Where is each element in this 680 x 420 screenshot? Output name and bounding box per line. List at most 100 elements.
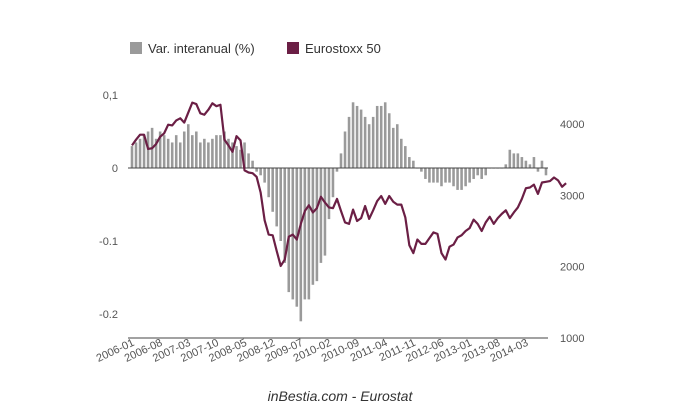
bar: [263, 168, 266, 183]
bar: [186, 124, 190, 168]
bar: [412, 160, 415, 168]
bar: [408, 157, 411, 168]
bar: [351, 102, 355, 168]
bar: [456, 168, 459, 190]
bar: [404, 146, 407, 168]
y-left-tick-label: -0.2: [99, 309, 118, 321]
bar: [532, 157, 536, 168]
bar: [476, 168, 479, 176]
y-right-tick-label: 3000: [560, 190, 584, 202]
bar: [440, 168, 443, 187]
legend-swatch-eurostoxx: [287, 42, 299, 54]
bar: [283, 168, 287, 263]
bar: [162, 135, 166, 168]
bar: [464, 168, 467, 187]
bar: [339, 153, 343, 168]
bar: [448, 168, 451, 183]
bar: [520, 157, 524, 168]
bar: [343, 131, 347, 168]
bar: [395, 124, 399, 168]
bar: [195, 131, 198, 168]
bar: [347, 116, 351, 168]
bar: [444, 168, 447, 183]
y-right-tick-label: 2000: [560, 262, 584, 274]
bar: [154, 138, 158, 168]
bar: [191, 135, 194, 168]
line-series-eurostoxx-50: [131, 101, 567, 268]
bar: [203, 138, 206, 168]
bar: [207, 142, 210, 168]
bar: [199, 142, 202, 168]
source-caption: inBestia.com - Eurostat: [267, 388, 413, 404]
bar: [436, 168, 439, 183]
bar: [536, 168, 540, 172]
legend-swatch-var-interanual: [130, 42, 142, 54]
bar: [134, 142, 138, 168]
bar: [231, 142, 234, 168]
bar: [472, 168, 475, 179]
bar: [363, 116, 367, 168]
bar: [400, 138, 403, 168]
bar: [174, 135, 178, 168]
bar: [275, 168, 278, 227]
y-axis-left: 0,1 0 -0.1 -0.2: [99, 90, 118, 321]
y-axis-right: 4000 3000 2000 1000: [560, 119, 584, 345]
bar: [512, 153, 516, 168]
bar: [219, 135, 222, 168]
bar: [255, 168, 258, 172]
bar: [468, 168, 471, 183]
bar: [287, 168, 291, 293]
bar: [243, 142, 246, 168]
y-left-tick-label: -0.1: [99, 236, 118, 248]
bar-series-var-interanual: [130, 102, 548, 322]
bar: [259, 168, 262, 176]
bar: [130, 146, 134, 168]
bar: [311, 168, 315, 285]
bar: [540, 160, 544, 168]
bar: [428, 168, 431, 183]
bar: [504, 164, 508, 168]
bar: [247, 153, 250, 168]
legend-label-eurostoxx: Eurostoxx 50: [305, 41, 381, 56]
y-right-tick-label: 4000: [560, 119, 584, 131]
bar: [307, 168, 311, 300]
bar: [335, 168, 339, 172]
bar: [182, 131, 186, 168]
bar: [267, 168, 270, 198]
bar: [251, 160, 254, 168]
bar: [319, 168, 323, 263]
bar: [420, 168, 423, 172]
bar: [235, 146, 238, 168]
bar: [544, 168, 548, 176]
bar: [327, 168, 331, 220]
bar: [387, 113, 391, 168]
bar: [215, 135, 218, 168]
legend: Var. interanual (%) Eurostoxx 50: [130, 41, 381, 56]
bar: [178, 142, 182, 168]
bar: [166, 138, 170, 168]
y-left-tick-label: 0,1: [103, 90, 118, 102]
bar: [528, 164, 532, 168]
bar: [223, 131, 226, 168]
bar: [211, 138, 214, 168]
x-axis: 2006-012006-082007-032007-102008-052008-…: [95, 337, 531, 365]
bar: [508, 149, 512, 168]
bar: [227, 138, 230, 168]
bar: [460, 168, 463, 190]
bar: [303, 168, 307, 300]
bar: [271, 168, 274, 212]
bar: [355, 105, 359, 168]
bar: [371, 116, 375, 168]
bar: [391, 127, 395, 168]
bar: [323, 168, 327, 256]
bar: [315, 168, 319, 282]
bar: [375, 105, 379, 168]
bar: [424, 168, 427, 179]
bar: [367, 124, 371, 168]
bar: [158, 131, 162, 168]
bar: [359, 109, 363, 168]
bar: [516, 153, 520, 168]
bar: [432, 168, 435, 183]
bar: [239, 149, 242, 168]
